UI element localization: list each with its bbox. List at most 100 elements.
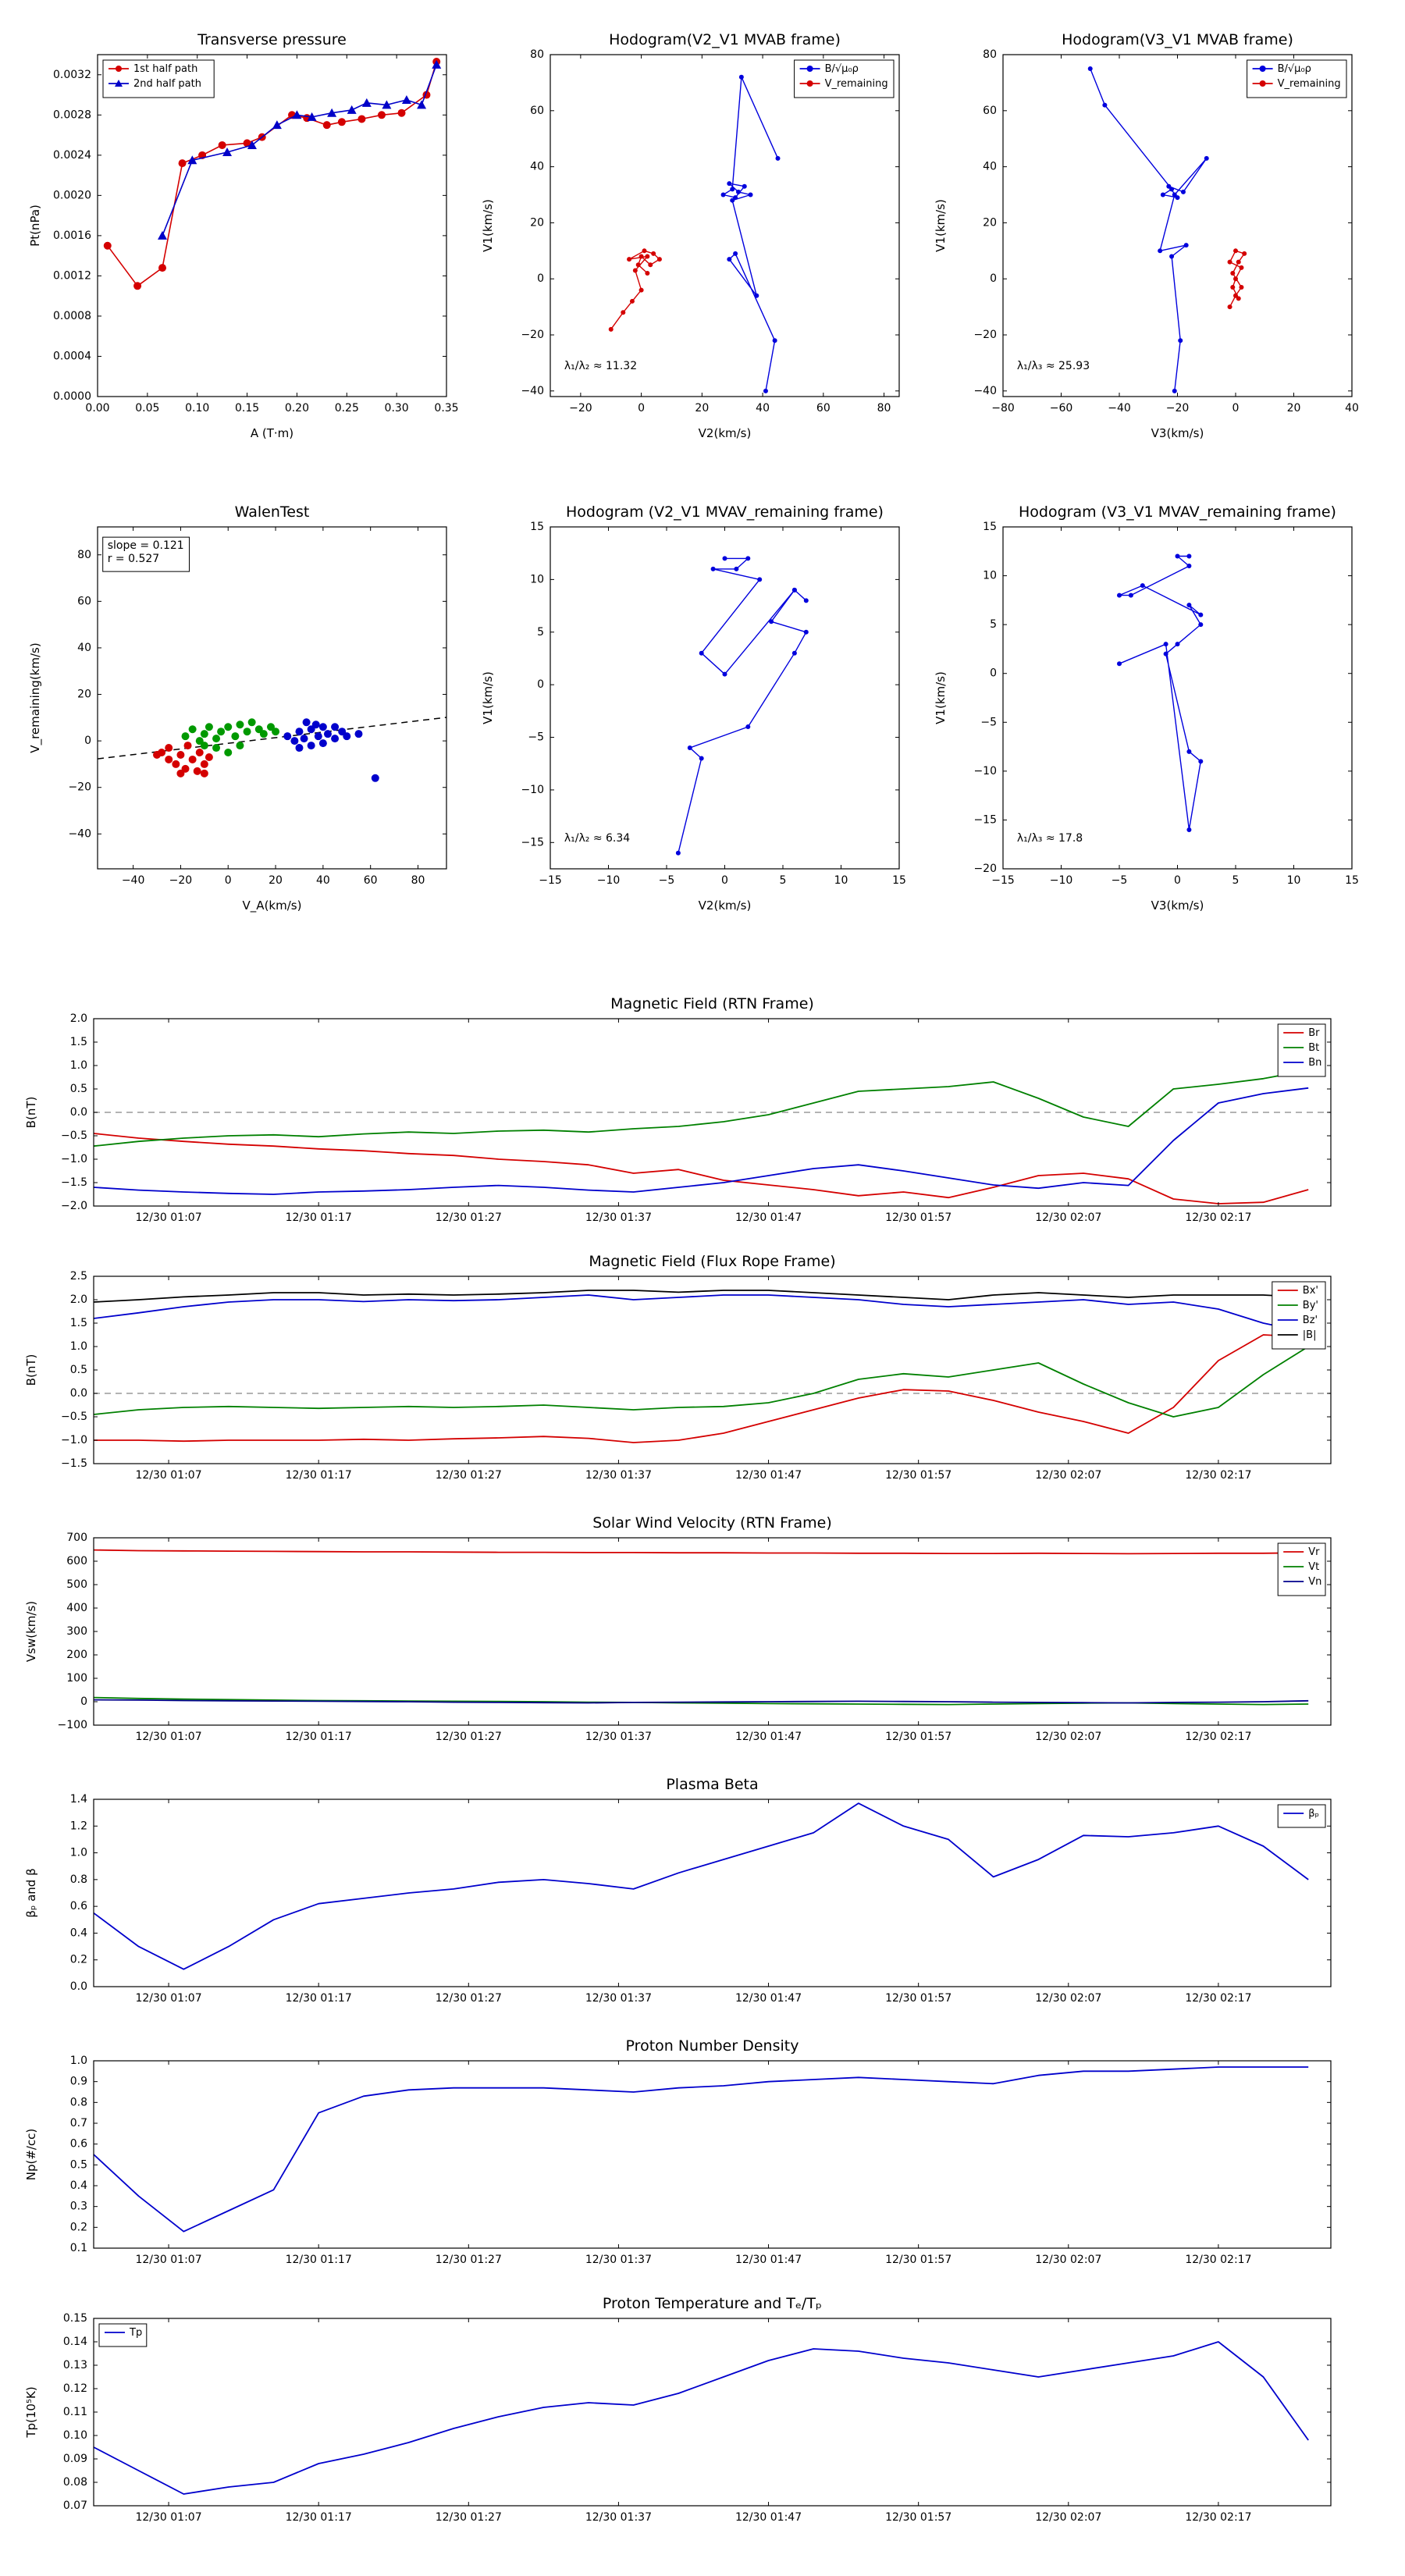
svg-text:12/30 01:27: 12/30 01:27 bbox=[436, 2511, 502, 2524]
svg-text:Vt: Vt bbox=[1308, 1561, 1319, 1573]
svg-text:12/30 02:07: 12/30 02:07 bbox=[1035, 1992, 1101, 2005]
svg-text:|B|: |B| bbox=[1303, 1329, 1317, 1341]
svg-text:−10: −10 bbox=[973, 765, 997, 777]
svg-text:V1(km/s): V1(km/s) bbox=[481, 671, 495, 724]
svg-text:12/30 01:57: 12/30 01:57 bbox=[885, 1469, 951, 1482]
hodogram-v2v1-mvab-chart: −20 0 20 40 60 80 −40 −20 0 20 40 60 80 Hodogram(V2_V… bbox=[476, 20, 913, 445]
svg-text:12/30 01:47: 12/30 01:47 bbox=[735, 2511, 802, 2524]
svg-text:Transverse pressure: Transverse pressure bbox=[197, 31, 347, 48]
svg-text:V2(km/s): V2(km/s) bbox=[699, 426, 752, 440]
svg-text:−20: −20 bbox=[973, 863, 997, 875]
svg-text:V1(km/s): V1(km/s) bbox=[934, 199, 948, 252]
svg-text:0: 0 bbox=[721, 874, 728, 887]
svg-text:0.6: 0.6 bbox=[70, 2138, 87, 2151]
svg-text:By': By' bbox=[1303, 1300, 1318, 1311]
svg-text:Tp(10⁵K): Tp(10⁵K) bbox=[24, 2386, 38, 2438]
svg-text:12/30 01:17: 12/30 01:17 bbox=[286, 1469, 352, 1482]
svg-text:15: 15 bbox=[530, 521, 544, 533]
svg-text:12/30 01:37: 12/30 01:37 bbox=[585, 1469, 652, 1482]
svg-text:βₚ and β: βₚ and β bbox=[24, 1868, 38, 1917]
svg-text:Vn: Vn bbox=[1308, 1576, 1321, 1588]
svg-text:0: 0 bbox=[1232, 402, 1240, 415]
plasma-beta-chart: 12/30 01:07 12/30 01:17 12/30 01:27 12/30 0… bbox=[20, 1764, 1346, 2022]
svg-text:−20: −20 bbox=[569, 402, 592, 415]
svg-text:Hodogram(V2_V1 MVAB frame): Hodogram(V2_V1 MVAB frame) bbox=[609, 31, 841, 48]
svg-text:Pt(nPa): Pt(nPa) bbox=[28, 205, 42, 247]
proton-temperature-chart: 12/30 01:07 12/30 01:17 12/30 01:27 12/30 0… bbox=[20, 2283, 1346, 2541]
svg-text:10: 10 bbox=[983, 570, 997, 582]
svg-text:0.08: 0.08 bbox=[63, 2476, 87, 2489]
svg-text:Solar Wind Velocity (RTN Frame: Solar Wind Velocity (RTN Frame) bbox=[592, 1514, 832, 1532]
svg-text:12/30 02:17: 12/30 02:17 bbox=[1185, 1992, 1251, 2005]
svg-text:12/30 01:57: 12/30 01:57 bbox=[885, 1212, 951, 1224]
svg-text:5: 5 bbox=[537, 626, 544, 639]
svg-text:12/30 01:57: 12/30 01:57 bbox=[885, 1992, 951, 2005]
svg-text:1.5: 1.5 bbox=[70, 1036, 87, 1048]
svg-text:0: 0 bbox=[990, 667, 997, 680]
svg-text:60: 60 bbox=[816, 402, 831, 415]
svg-text:60: 60 bbox=[983, 105, 997, 117]
svg-text:0.12: 0.12 bbox=[63, 2382, 87, 2395]
svg-text:Hodogram (V3_V1 MVAV_remaining: Hodogram (V3_V1 MVAV_remaining frame) bbox=[1019, 503, 1336, 521]
svg-text:600: 600 bbox=[66, 1555, 87, 1567]
svg-text:−40: −40 bbox=[68, 827, 91, 840]
svg-text:Proton Number Density: Proton Number Density bbox=[626, 2037, 799, 2055]
svg-text:0.0: 0.0 bbox=[70, 1387, 87, 1400]
svg-text:−2.0: −2.0 bbox=[61, 1200, 87, 1212]
svg-text:0: 0 bbox=[225, 874, 232, 887]
svg-text:0.10: 0.10 bbox=[63, 2429, 87, 2442]
svg-text:0: 0 bbox=[537, 678, 544, 691]
svg-text:12/30 02:07: 12/30 02:07 bbox=[1035, 1212, 1101, 1224]
svg-text:−20: −20 bbox=[521, 329, 544, 341]
svg-text:300: 300 bbox=[66, 1625, 87, 1638]
svg-text:12/30 01:07: 12/30 01:07 bbox=[135, 1212, 201, 1224]
svg-text:12/30 02:07: 12/30 02:07 bbox=[1035, 1731, 1101, 1743]
svg-text:12/30 01:47: 12/30 01:47 bbox=[735, 1469, 802, 1482]
svg-text:0: 0 bbox=[990, 272, 997, 285]
svg-text:12/30 01:37: 12/30 01:37 bbox=[585, 1992, 652, 2005]
svg-text:10: 10 bbox=[1287, 874, 1301, 887]
svg-text:Br: Br bbox=[1308, 1027, 1320, 1039]
svg-text:500: 500 bbox=[66, 1578, 87, 1591]
svg-text:20: 20 bbox=[1287, 402, 1301, 415]
svg-text:0.0004: 0.0004 bbox=[53, 350, 91, 362]
magnetic-field-rtn-chart: 12/30 01:07 12/30 01:17 12/30 01:27 12/30 0… bbox=[20, 984, 1346, 1241]
svg-text:−0.5: −0.5 bbox=[61, 1411, 87, 1423]
svg-text:40: 40 bbox=[530, 161, 544, 173]
svg-text:40: 40 bbox=[756, 402, 770, 415]
svg-text:Bt: Bt bbox=[1308, 1042, 1319, 1054]
svg-text:V_A(km/s): V_A(km/s) bbox=[243, 898, 302, 913]
svg-text:2.0: 2.0 bbox=[70, 1293, 87, 1306]
svg-text:10: 10 bbox=[530, 573, 544, 585]
svg-text:0.15: 0.15 bbox=[235, 402, 259, 415]
svg-text:−100: −100 bbox=[58, 1719, 87, 1731]
svg-text:12/30 01:07: 12/30 01:07 bbox=[135, 1731, 201, 1743]
svg-text:slope = 0.121: slope = 0.121 bbox=[108, 539, 184, 552]
svg-text:0.4: 0.4 bbox=[70, 1927, 87, 1939]
svg-text:0.4: 0.4 bbox=[70, 2179, 87, 2192]
svg-text:0.9: 0.9 bbox=[70, 2076, 87, 2088]
svg-text:Hodogram (V2_V1 MVAV_remaining: Hodogram (V2_V1 MVAV_remaining frame) bbox=[566, 503, 884, 521]
svg-text:1.0: 1.0 bbox=[70, 1340, 87, 1353]
svg-text:Np(#/cc): Np(#/cc) bbox=[24, 2129, 38, 2181]
svg-text:B(nT): B(nT) bbox=[24, 1097, 38, 1129]
svg-text:400: 400 bbox=[66, 1602, 87, 1614]
svg-text:−10: −10 bbox=[1050, 874, 1073, 887]
svg-text:12/30 01:47: 12/30 01:47 bbox=[735, 1212, 802, 1224]
svg-text:5: 5 bbox=[990, 618, 997, 631]
svg-text:−15: −15 bbox=[973, 813, 997, 826]
svg-text:0.35: 0.35 bbox=[434, 402, 458, 415]
svg-text:12/30 02:17: 12/30 02:17 bbox=[1185, 2511, 1251, 2524]
svg-text:12/30 01:07: 12/30 01:07 bbox=[135, 2254, 201, 2266]
svg-text:0.15: 0.15 bbox=[63, 2312, 87, 2325]
svg-text:12/30 02:07: 12/30 02:07 bbox=[1035, 2254, 1101, 2266]
svg-text:Proton Temperature and Tₑ/Tₚ: Proton Temperature and Tₑ/Tₚ bbox=[603, 2295, 822, 2312]
svg-text:12/30 01:07: 12/30 01:07 bbox=[135, 1469, 201, 1482]
svg-text:0.5: 0.5 bbox=[70, 2158, 87, 2171]
svg-text:−80: −80 bbox=[991, 402, 1015, 415]
svg-text:−15: −15 bbox=[991, 874, 1015, 887]
svg-text:0.8: 0.8 bbox=[70, 2096, 87, 2108]
svg-text:1.0: 1.0 bbox=[70, 1059, 87, 1072]
svg-text:Magnetic Field (RTN Frame): Magnetic Field (RTN Frame) bbox=[610, 995, 814, 1012]
proton-number-density-chart: 12/30 01:07 12/30 01:17 12/30 01:27 12/30 0… bbox=[20, 2026, 1346, 2283]
